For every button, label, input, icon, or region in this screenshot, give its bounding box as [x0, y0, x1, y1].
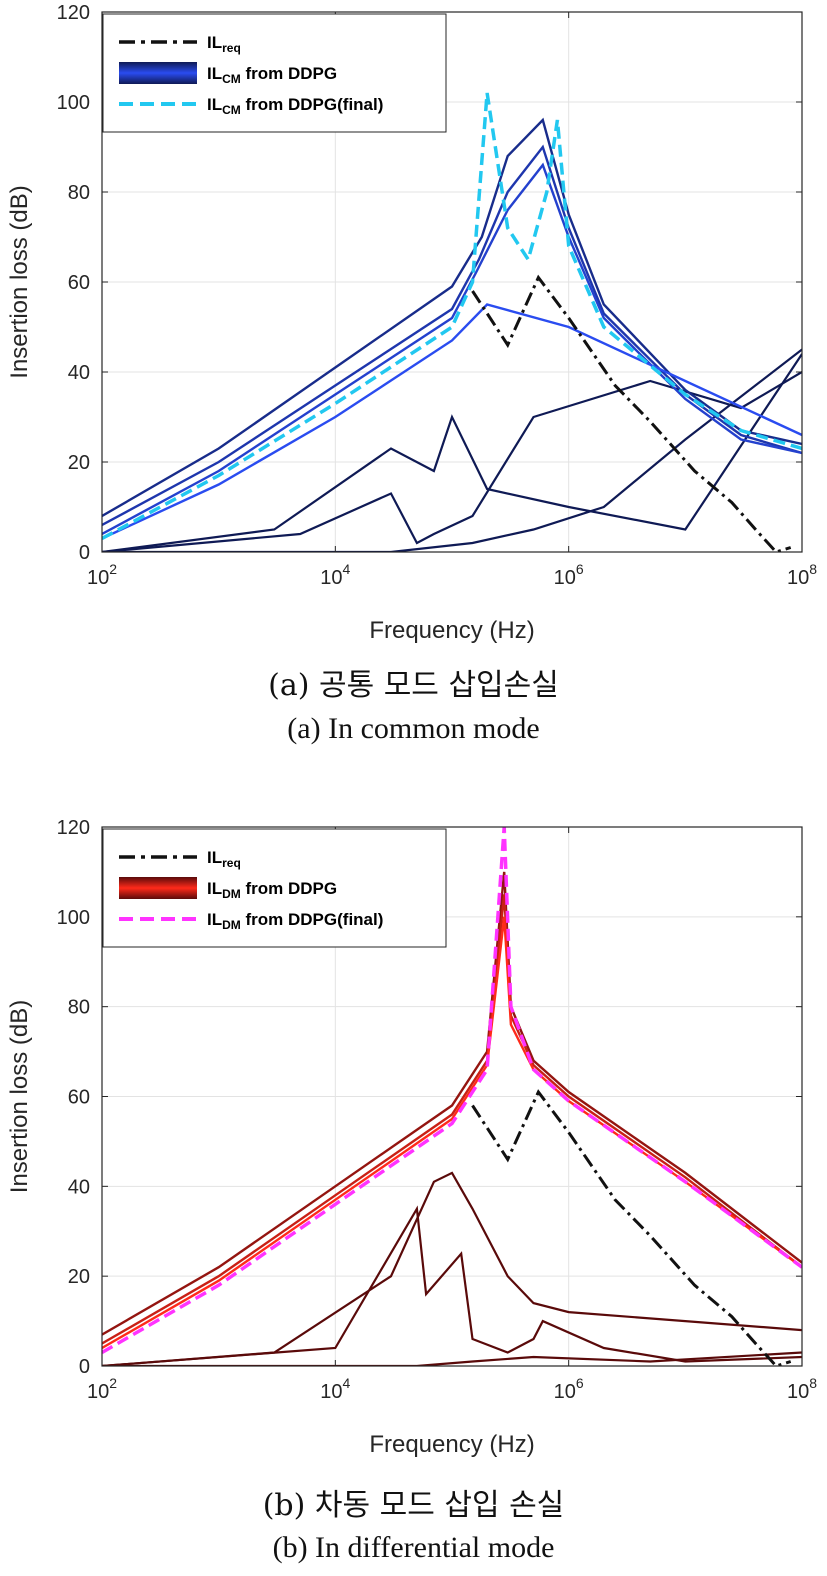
legend: ILreq ILCM from DDPG ILCM from DDPG(final) [102, 13, 447, 133]
series-line-final [102, 92, 802, 541]
series-line-envelope-0 [102, 117, 802, 518]
legend-label: ILCM from DDPG(final) [207, 95, 383, 117]
y-tick-label: 0 [79, 542, 90, 564]
y-tick-label: 60 [68, 272, 90, 294]
chart-common-mode: 0 20 40 60 80 100 120 102 104 106 108 Frequency (Hz… [6, 2, 817, 644]
series-group [102, 92, 802, 552]
x-axis-label: Frequency (Hz) [369, 617, 534, 644]
legend: ILreq ILDM from DDPG ILDM from DDPG(final) [102, 828, 447, 948]
y-tick-label: 80 [68, 997, 90, 1019]
y-tick-label: 120 [57, 817, 90, 839]
x-tick-label: 104 [320, 561, 350, 589]
series-line-envelope-3 [102, 303, 802, 540]
series-line-final [102, 827, 802, 1355]
x-tick-label: 102 [87, 1375, 117, 1403]
legend-label: ILDM from DDPG [207, 879, 337, 901]
legend-label: ILDM from DDPG(final) [207, 910, 383, 932]
y-tick-label: 20 [68, 452, 90, 474]
series-line-low-2 [102, 348, 802, 552]
y-tick-label: 100 [57, 907, 90, 929]
legend-label: ILreq [207, 848, 241, 870]
x-tick-label: 106 [554, 1375, 584, 1403]
x-tick-label: 106 [554, 561, 584, 589]
y-tick-label: 60 [68, 1087, 90, 1109]
caption-b-english: (b) In differential mode [272, 1531, 555, 1564]
series-line-low-0 [102, 1171, 802, 1366]
x-axis-label: Frequency (Hz) [369, 1431, 534, 1458]
y-axis-label: Insertion loss (dB) [6, 1000, 33, 1193]
series-line-envelope-1 [102, 894, 802, 1345]
x-tick-label: 104 [320, 1375, 350, 1403]
series-line-required [471, 1089, 792, 1366]
series-line-low-1 [102, 371, 802, 552]
y-tick-label: 20 [68, 1266, 90, 1288]
series-line-envelope-0 [102, 871, 802, 1336]
y-tick-label: 80 [68, 182, 90, 204]
y-tick-label: 120 [57, 2, 90, 24]
y-axis-label: Insertion loss (dB) [6, 185, 33, 378]
caption-a-korean: (a) 공통 모드 삽입손실 [268, 668, 559, 703]
caption-b-korean: (b) 차동 모드 삽입 손실 [262, 1488, 565, 1523]
y-tick-label: 100 [57, 92, 90, 114]
legend-swatch [119, 877, 197, 899]
series-line-low-2 [102, 1351, 802, 1366]
series-line-envelope-2 [102, 162, 802, 536]
legend-swatch [119, 62, 197, 84]
y-tick-label: 0 [79, 1356, 90, 1378]
series-line-required [471, 274, 792, 552]
x-tick-label: 102 [87, 561, 117, 589]
x-tick-label: 108 [787, 561, 817, 589]
y-tick-label: 40 [68, 362, 90, 384]
legend-label: ILreq [207, 33, 241, 55]
legend-label: ILCM from DDPG [207, 64, 337, 86]
caption-a-english: (a) In common mode [287, 712, 540, 745]
series-line-low-1 [102, 1205, 802, 1366]
x-tick-label: 108 [787, 1375, 817, 1403]
series-line-low-0 [102, 353, 802, 552]
series-group [102, 827, 802, 1366]
y-tick-label: 40 [68, 1176, 90, 1198]
chart-differential-mode: 0 20 40 60 80 100 120 102 104 106 108 Frequency (Hz… [6, 817, 817, 1458]
